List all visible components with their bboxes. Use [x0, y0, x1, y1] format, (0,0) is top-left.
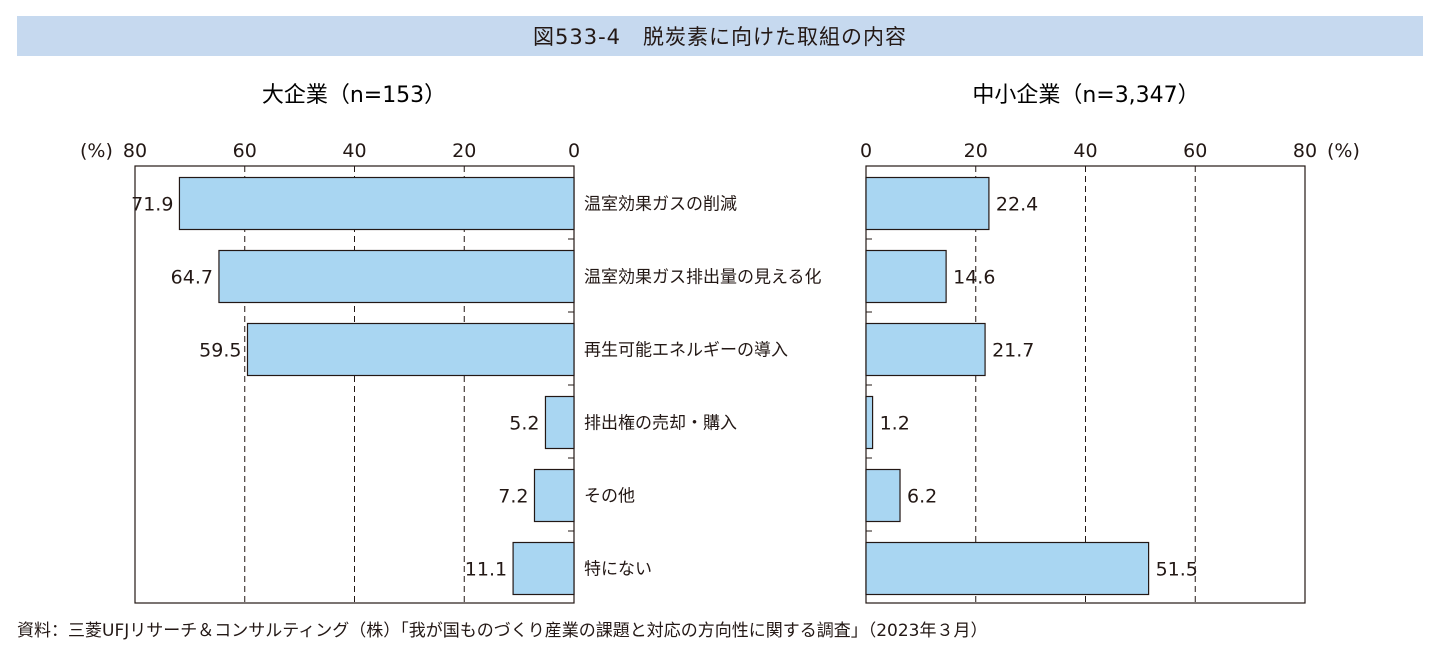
tick-label: 80	[1293, 140, 1317, 162]
bar	[865, 176, 990, 231]
bar	[544, 395, 575, 450]
tick-label: 40	[1073, 140, 1097, 162]
value-label: 14.6	[953, 267, 995, 289]
value-label: 11.1	[465, 559, 507, 581]
category-label: 特にない	[584, 560, 652, 580]
value-label: 21.7	[992, 340, 1034, 362]
right-unit-label: (%)	[1327, 140, 1360, 162]
right-panel-title: 中小企業（n=3,347）	[972, 83, 1199, 108]
tick-label: 20	[452, 140, 476, 162]
value-label: 64.7	[171, 267, 213, 289]
figure-title: 図533-4 脱炭素に向けた取組の内容	[17, 16, 1423, 56]
bar	[533, 468, 575, 523]
bar	[865, 249, 947, 304]
tick-label: 40	[342, 140, 366, 162]
value-label: 5.2	[509, 413, 539, 435]
category-label: 再生可能エネルギーの導入	[584, 341, 788, 361]
value-label: 22.4	[996, 194, 1038, 216]
tick-label: 60	[233, 140, 257, 162]
value-label: 7.2	[498, 486, 528, 508]
tick-label: 0	[860, 140, 872, 162]
value-label: 6.2	[907, 486, 937, 508]
bar	[218, 249, 575, 304]
bar	[865, 468, 901, 523]
bar	[178, 176, 575, 231]
value-label: 51.5	[1156, 559, 1198, 581]
source-note: 資料：三菱UFJリサーチ＆コンサルティング（株）「我が国ものづくり産業の課題と対…	[17, 621, 988, 641]
value-label: 71.9	[131, 194, 173, 216]
bar	[865, 541, 1150, 596]
category-label: 排出権の売却・購入	[584, 414, 737, 434]
category-label: 温室効果ガス排出量の見える化	[584, 268, 822, 288]
bar	[865, 322, 986, 377]
category-label: 温室効果ガスの削減	[584, 195, 737, 215]
bar	[512, 541, 575, 596]
tick-label: 80	[123, 140, 147, 162]
left-unit-label: (%)	[80, 140, 113, 162]
tick-label: 20	[964, 140, 988, 162]
tick-label: 0	[568, 140, 580, 162]
left-panel-title: 大企業（n=153）	[262, 83, 446, 108]
value-label: 1.2	[880, 413, 910, 435]
value-label: 59.5	[199, 340, 241, 362]
bar	[246, 322, 575, 377]
tick-label: 60	[1183, 140, 1207, 162]
bar	[865, 395, 874, 450]
category-label: その他	[584, 487, 635, 507]
